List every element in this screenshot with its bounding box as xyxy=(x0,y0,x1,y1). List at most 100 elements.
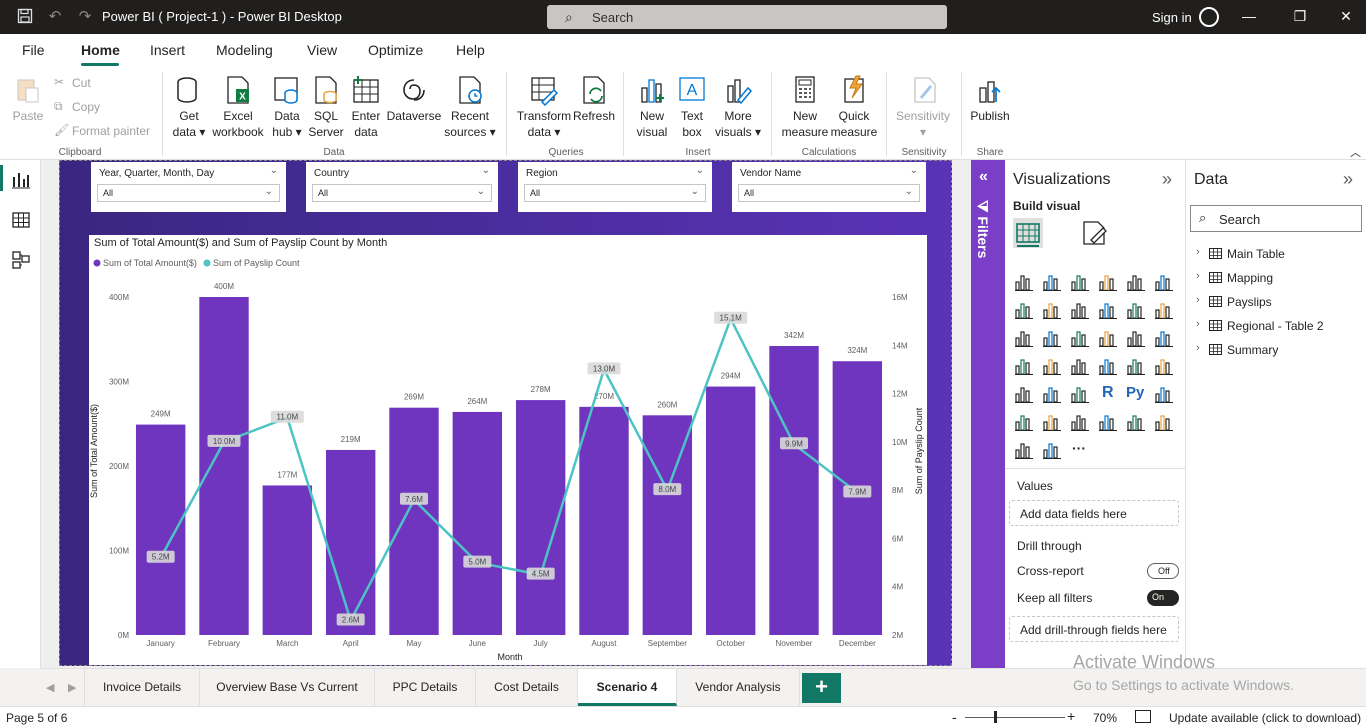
paste-button[interactable]: Paste xyxy=(12,74,44,124)
slicer-country[interactable]: Country ⌄ All ⌄ xyxy=(306,162,498,212)
kpi-icon[interactable] xyxy=(1154,356,1174,376)
card-icon[interactable] xyxy=(1098,356,1118,376)
refresh-button[interactable]: Refresh xyxy=(573,74,615,124)
menu-optimize[interactable]: Optimize xyxy=(368,42,424,58)
tab-invoice-details[interactable]: Invoice Details xyxy=(84,669,200,706)
chevron-right-icon[interactable]: › xyxy=(1196,246,1200,258)
tab-cost-details[interactable]: Cost Details xyxy=(476,669,578,706)
metrics-icon[interactable] xyxy=(1098,412,1118,432)
slicer-icon[interactable] xyxy=(1014,384,1034,404)
matrix-icon[interactable] xyxy=(1070,384,1090,404)
table-icon[interactable] xyxy=(1042,384,1062,404)
pie-chart-icon[interactable] xyxy=(1098,328,1118,348)
new-visual-button[interactable]: New visual xyxy=(632,74,672,140)
excel-workbook-button[interactable]: X Excel workbook xyxy=(210,74,266,140)
waterfall-icon[interactable] xyxy=(1014,328,1034,348)
ribbon-chart-icon[interactable] xyxy=(1154,300,1174,320)
menu-file[interactable]: File xyxy=(22,42,45,58)
redo-icon[interactable]: ↷ xyxy=(78,8,92,25)
collapse-visualizations-icon[interactable]: » xyxy=(1162,169,1173,189)
chevron-right-icon[interactable]: › xyxy=(1196,270,1200,282)
tab-ppc-details[interactable]: PPC Details xyxy=(375,669,476,706)
filled-map-icon[interactable] xyxy=(1042,356,1062,376)
line-chart-icon[interactable] xyxy=(1014,300,1034,320)
restore-icon[interactable]: ❐ xyxy=(1293,8,1307,24)
build-visual-tab-icon[interactable] xyxy=(1013,218,1043,248)
clustered-column-chart-icon[interactable] xyxy=(1098,272,1118,292)
line-clustered-column-icon[interactable] xyxy=(1098,300,1118,320)
copy-button[interactable]: Copy xyxy=(72,100,101,114)
menu-insert[interactable]: Insert xyxy=(150,42,186,58)
collapse-data-icon[interactable]: » xyxy=(1343,169,1354,189)
table-view-icon[interactable] xyxy=(11,210,31,230)
publish-button[interactable]: Publish xyxy=(968,74,1012,124)
menu-view[interactable]: View xyxy=(307,42,338,58)
slicer-dropdown[interactable]: All ⌄ xyxy=(738,184,920,202)
chevron-down-icon[interactable]: ⌄ xyxy=(909,165,918,176)
map-icon[interactable] xyxy=(1014,356,1034,376)
get-data-button[interactable]: Get data ▾ xyxy=(168,74,210,140)
paginated-report-icon[interactable] xyxy=(1126,412,1146,432)
more-visuals-icon[interactable]: ··· xyxy=(1070,440,1090,460)
combo-chart-visual[interactable]: Sum of Total Amount($) and Sum of Paysli… xyxy=(89,235,927,665)
gauge-icon[interactable] xyxy=(1070,356,1090,376)
recent-sources-button[interactable]: Recent sources ▾ xyxy=(444,74,496,140)
values-drop-well[interactable]: Add data fields here xyxy=(1009,500,1179,526)
drill-through-drop-well[interactable]: Add drill-through fields here xyxy=(1009,616,1179,642)
data-search-input[interactable]: ⌕ Search xyxy=(1190,205,1362,232)
stacked-area-icon[interactable] xyxy=(1070,300,1090,320)
add-page-button[interactable]: + xyxy=(802,673,841,703)
sign-in-link[interactable]: Sign in xyxy=(1152,10,1192,25)
chevron-right-icon[interactable]: › xyxy=(1196,294,1200,306)
area-chart-icon[interactable] xyxy=(1042,300,1062,320)
more-visuals-button[interactable]: More visuals ▾ xyxy=(712,74,764,140)
menu-modeling[interactable]: Modeling xyxy=(216,42,273,58)
100-stacked-column-icon[interactable] xyxy=(1154,272,1174,292)
slicer-date[interactable]: Year, Quarter, Month, Day ⌄ All ⌄ xyxy=(91,162,286,212)
chevron-down-icon[interactable]: ⌄ xyxy=(269,165,278,176)
close-icon[interactable]: ✕ xyxy=(1340,8,1352,24)
decomposition-tree-icon[interactable] xyxy=(1014,412,1034,432)
save-icon[interactable] xyxy=(16,8,34,26)
chevron-right-icon[interactable]: › xyxy=(1196,318,1200,330)
slicer-dropdown[interactable]: All ⌄ xyxy=(97,184,280,202)
funnel-icon[interactable] xyxy=(1042,328,1062,348)
slicer-region[interactable]: Region ⌄ All ⌄ xyxy=(518,162,712,212)
donut-chart-icon[interactable] xyxy=(1126,328,1146,348)
r-visual-icon[interactable]: R xyxy=(1098,384,1118,404)
menu-home[interactable]: Home xyxy=(81,42,120,58)
zoom-slider-thumb[interactable] xyxy=(994,711,997,723)
chevron-right-icon[interactable]: › xyxy=(1196,342,1200,354)
tab-overview-base-vs-current[interactable]: Overview Base Vs Current xyxy=(200,669,375,706)
update-available-link[interactable]: Update available (click to download) xyxy=(1169,711,1362,725)
power-apps-icon[interactable] xyxy=(1014,440,1034,460)
scatter-icon[interactable] xyxy=(1070,328,1090,348)
stacked-bar-chart-icon[interactable] xyxy=(1014,272,1034,292)
menu-help[interactable]: Help xyxy=(456,42,485,58)
model-view-icon[interactable] xyxy=(11,250,31,270)
enter-data-button[interactable]: Enter data xyxy=(346,74,386,140)
keep-all-filters-toggle[interactable]: On xyxy=(1147,590,1179,606)
chevron-down-icon[interactable]: ⌄ xyxy=(695,165,704,176)
filters-pane-collapsed[interactable]: « ⧩ Filters xyxy=(971,160,1005,668)
zoom-out-button[interactable]: - xyxy=(952,709,957,725)
python-visual-icon[interactable]: Py xyxy=(1126,384,1146,404)
zoom-slider[interactable] xyxy=(965,717,1065,718)
treemap-icon[interactable] xyxy=(1154,328,1174,348)
dataverse-button[interactable]: Dataverse xyxy=(386,74,442,124)
arcgis-icon[interactable] xyxy=(1154,412,1174,432)
avatar-icon[interactable] xyxy=(1199,7,1219,27)
tab-vendor-analysis[interactable]: Vendor Analysis xyxy=(677,669,800,706)
new-measure-button[interactable]: New measure xyxy=(780,74,830,140)
qa-icon[interactable] xyxy=(1042,412,1062,432)
format-visual-tab-icon[interactable] xyxy=(1079,218,1109,248)
data-hub-button[interactable]: Data hub ▾ xyxy=(266,74,308,140)
expand-filters-icon[interactable]: « xyxy=(979,168,988,185)
100-stacked-bar-icon[interactable] xyxy=(1126,272,1146,292)
power-automate-icon[interactable] xyxy=(1042,440,1062,460)
report-view-icon[interactable] xyxy=(11,170,31,190)
sensitivity-button[interactable]: Sensitivity ▾ xyxy=(894,74,952,140)
transform-data-button[interactable]: Transform data ▾ xyxy=(515,74,573,140)
chevron-left-icon[interactable]: ◀ xyxy=(46,682,55,694)
collapse-ribbon-icon[interactable]: ︿ xyxy=(1350,147,1361,159)
